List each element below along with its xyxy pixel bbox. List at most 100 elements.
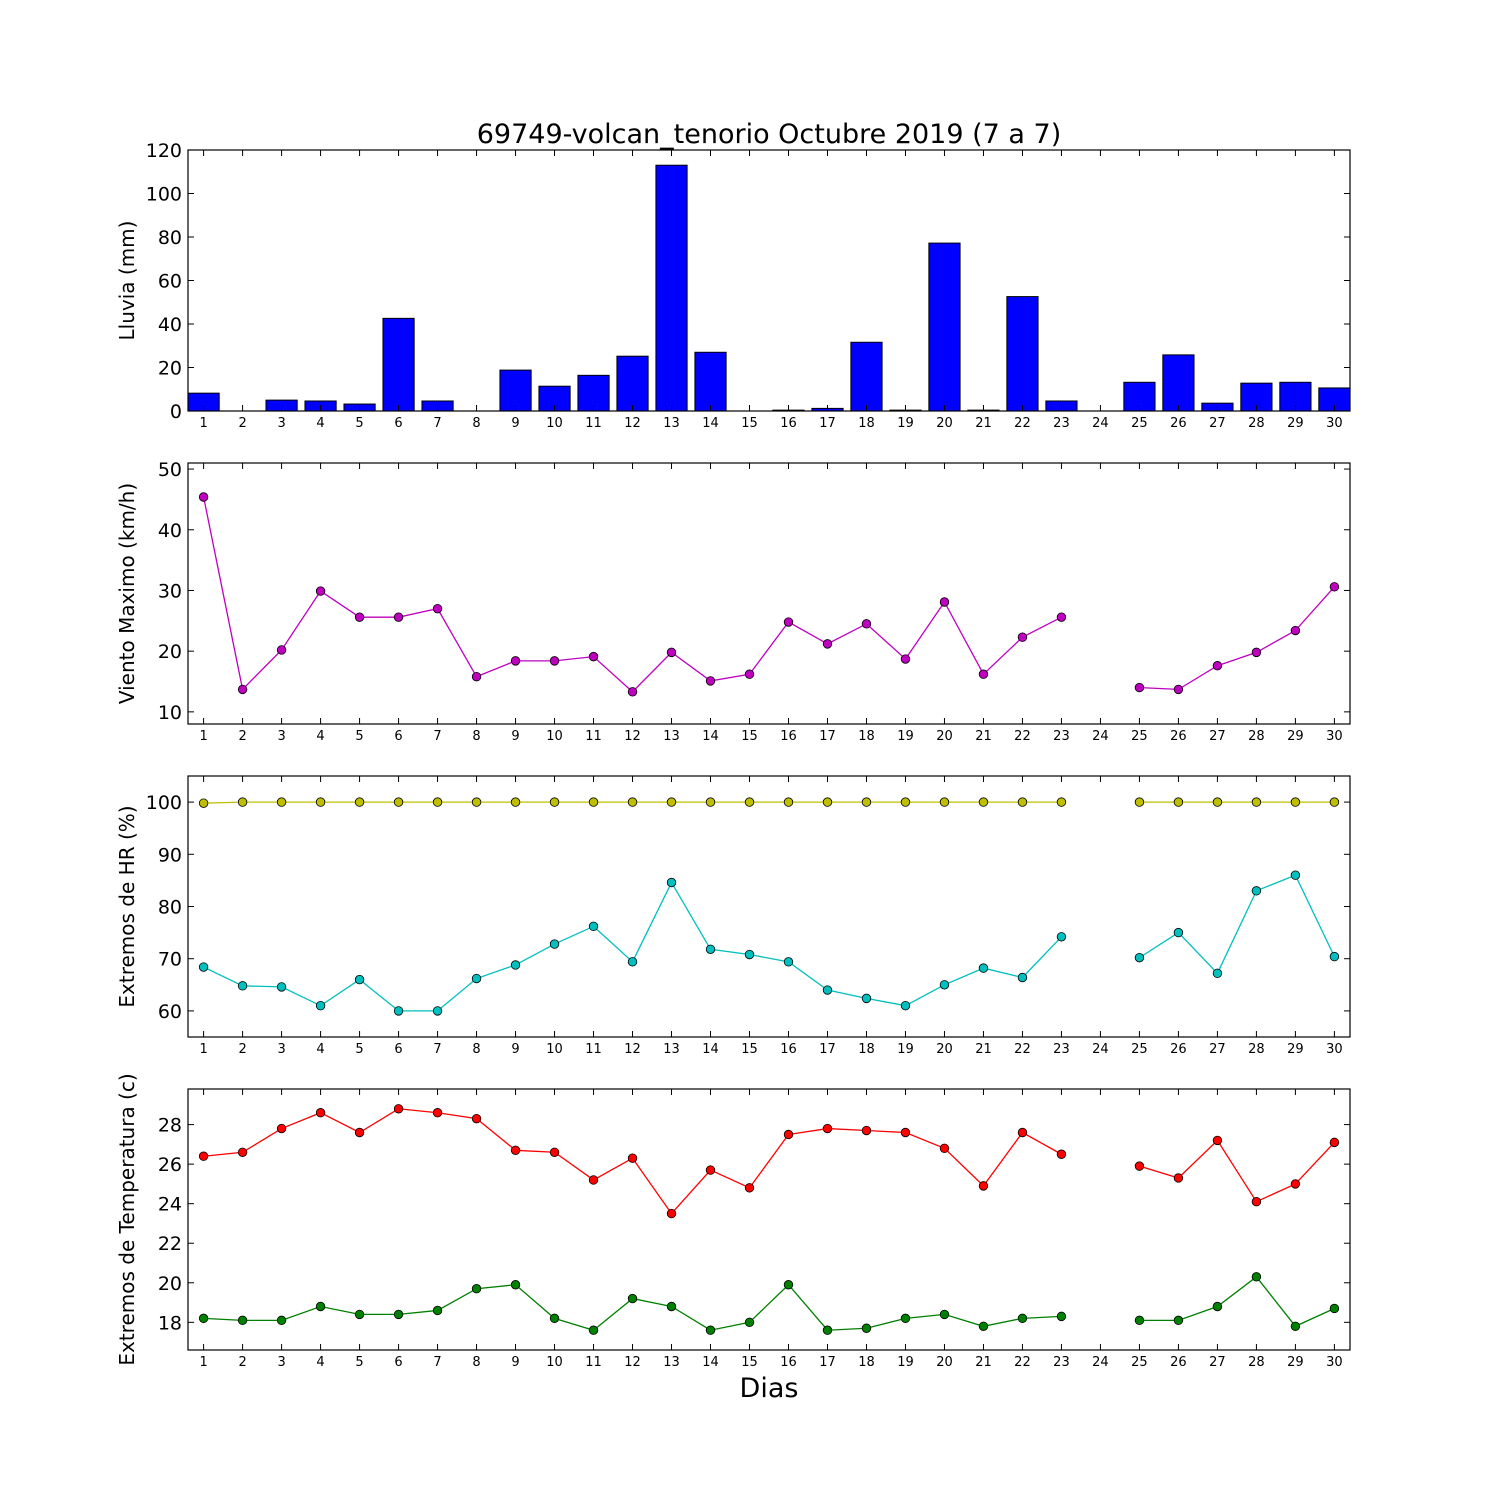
x-tick-label: 26	[1170, 1355, 1187, 1370]
x-tick-label: 8	[472, 729, 480, 744]
series-2-point-day-20	[939, 980, 950, 990]
x-tick-label: 27	[1209, 416, 1226, 431]
series-2-point-day-5	[354, 1309, 365, 1320]
x-tick-label: 23	[1053, 416, 1070, 431]
series-1-point-day-26	[1173, 1173, 1184, 1183]
y-tick-label: 24	[158, 1194, 182, 1216]
x-tick-label: 16	[780, 416, 797, 431]
x-tick-label: 5	[355, 416, 363, 431]
series-2-point-day-19	[900, 1000, 911, 1011]
x-tick-label: 11	[585, 416, 602, 431]
x-tick-label: 5	[355, 1355, 363, 1370]
x-tick-label: 16	[780, 1355, 797, 1370]
x-tick-label: 8	[472, 416, 480, 431]
x-tick-label: 24	[1092, 416, 1109, 431]
x-tick-label: 18	[858, 416, 875, 431]
series-2-point-day-4	[315, 1000, 326, 1011]
series-1-point-day-7	[432, 797, 443, 807]
x-tick-label: 10	[546, 1355, 563, 1370]
x-tick-label: 14	[702, 416, 719, 431]
series-2-point-day-23	[1056, 932, 1067, 942]
x-tick-label: 15	[741, 1042, 758, 1057]
series-1-point-day-1	[198, 492, 209, 502]
series-2-point-day-10	[549, 939, 560, 949]
series-1-point-day-13	[666, 797, 677, 807]
series-1-point-day-29	[1290, 1179, 1301, 1189]
series-1-point-day-12	[627, 687, 638, 697]
x-tick-label: 24	[1092, 1042, 1109, 1057]
series-2-point-day-15	[744, 949, 755, 960]
series-1-point-day-27	[1212, 1135, 1223, 1146]
series-1-point-day-19	[900, 797, 911, 807]
series-1-point-day-16	[783, 617, 794, 627]
series-1-point-day-29	[1290, 625, 1301, 636]
series-1-point-day-18	[861, 797, 872, 807]
x-tick-label: 6	[394, 416, 402, 431]
series-2-point-day-14	[705, 944, 716, 955]
series-1-point-day-20	[939, 1143, 950, 1154]
series-1-point-day-17	[822, 639, 833, 649]
series-1-point-day-28	[1251, 797, 1262, 807]
series-2-point-day-16	[783, 957, 794, 967]
x-tick-label: 13	[663, 416, 680, 431]
x-tick-label: 11	[585, 729, 602, 744]
x-tick-label: 15	[741, 729, 758, 744]
x-tick-label: 15	[741, 1355, 758, 1370]
series-1-point-day-30	[1329, 797, 1340, 807]
x-tick-label: 10	[546, 1042, 563, 1057]
series-2-point-day-22	[1017, 972, 1028, 983]
x-tick-label: 2	[238, 1355, 246, 1370]
series-1-point-day-16	[783, 797, 794, 807]
x-tick-label: 1	[199, 1355, 207, 1370]
series-1-point-day-1	[198, 798, 209, 808]
x-tick-label: 15	[741, 416, 758, 431]
panel-4: 1 2 3 4 5 6 7 8 9 10 11 12 13 14 15 16 17 18 19 20 21 22 23 24 2…	[115, 1073, 1351, 1370]
y-tick-label: 120	[146, 140, 182, 162]
bar-day-26	[1162, 354, 1195, 412]
x-tick-label: 20	[936, 416, 953, 431]
y-tick-label: 28	[158, 1115, 182, 1137]
y-axis-label: Viento Maximo (km/h)	[115, 483, 139, 704]
x-tick-label: 12	[624, 1042, 641, 1057]
series-1-line-segment-2	[1139, 1139, 1335, 1203]
series-2-point-day-2	[237, 981, 248, 991]
bar-day-20	[928, 242, 961, 412]
series-1-point-day-16	[783, 1129, 794, 1140]
x-tick-label: 13	[663, 1355, 680, 1370]
y-tick-label: 26	[158, 1154, 182, 1176]
x-tick-label: 25	[1131, 416, 1148, 431]
series-2-point-day-17	[822, 985, 833, 995]
series-1-point-day-18	[861, 1125, 872, 1136]
x-tick-label: 21	[975, 729, 992, 744]
series-2-point-day-14	[705, 1325, 716, 1335]
series-1-point-day-4	[315, 797, 326, 807]
x-tick-label: 14	[702, 729, 719, 744]
panels: 1 2 3 4 5 6 7 8 9 10 11 12 13 14 15 16 17 18 19 20 21 22 23 24 2…	[115, 140, 1351, 1370]
x-tick-label: 2	[238, 416, 246, 431]
x-tick-label: 24	[1092, 1355, 1109, 1370]
series-1-point-day-20	[939, 597, 950, 607]
x-tick-label: 22	[1014, 416, 1031, 431]
x-tick-label: 26	[1170, 729, 1187, 744]
x-tick-label: 19	[897, 1042, 914, 1057]
series-2-point-day-5	[354, 974, 365, 985]
x-tick-label: 4	[316, 1355, 324, 1370]
panel-1: 1 2 3 4 5 6 7 8 9 10 11 12 13 14 15 16 17 18 19 20 21 22 23 24 2…	[115, 140, 1351, 431]
y-tick-label: 50	[158, 459, 182, 481]
y-tick-label: 22	[158, 1233, 182, 1255]
series-1-point-day-20	[939, 797, 950, 807]
x-tick-label: 17	[819, 729, 836, 744]
series-1-point-day-28	[1251, 647, 1262, 658]
x-tick-label: 3	[277, 1042, 285, 1057]
series-1-point-day-10	[549, 1147, 560, 1157]
series-2-point-day-19	[900, 1313, 911, 1324]
x-tick-label: 29	[1287, 1355, 1304, 1370]
x-tick-label: 6	[394, 1355, 402, 1370]
series-1-point-day-13	[666, 647, 677, 658]
x-tick-label: 4	[316, 1042, 324, 1057]
series-1-point-day-15	[744, 1183, 755, 1193]
x-tick-label: 5	[355, 1042, 363, 1057]
x-tick-label: 20	[936, 1355, 953, 1370]
x-tick-label: 22	[1014, 1042, 1031, 1057]
x-tick-label: 30	[1326, 1042, 1343, 1057]
